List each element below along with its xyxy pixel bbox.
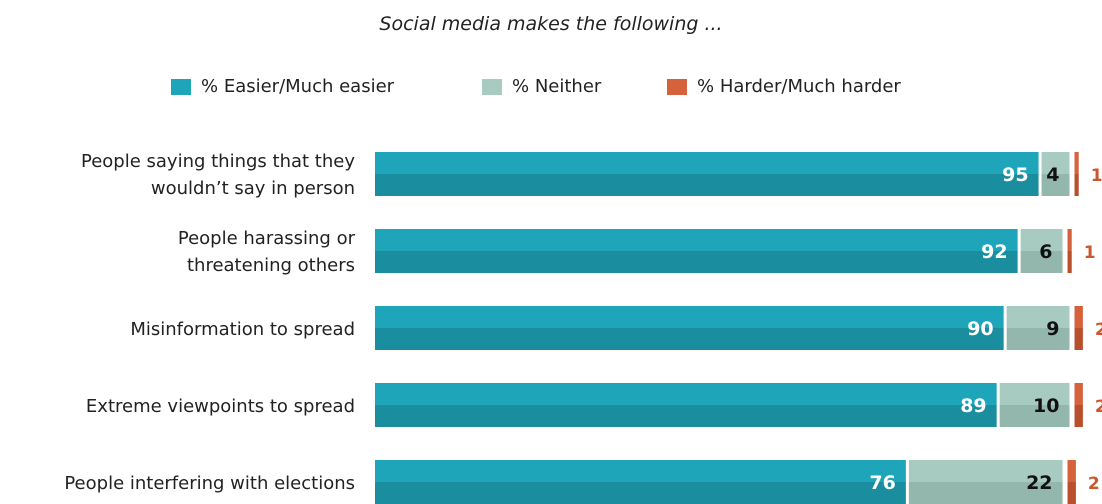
bar-easier-shade [375, 328, 1004, 350]
bar-easier [375, 383, 997, 405]
bar-neither-shade [908, 482, 1063, 504]
value-label-neither: 9 [1046, 318, 1059, 340]
value-label-harder: 2 [1095, 320, 1102, 340]
legend-label-easier: % Easier/Much easier [201, 76, 395, 97]
legend-label-neither: % Neither [512, 76, 602, 97]
bar-harder [1074, 383, 1083, 405]
legend-swatch-harder [667, 78, 687, 95]
bar-neither [908, 460, 1063, 482]
value-label-easier: 90 [967, 318, 993, 340]
value-label-easier: 76 [869, 472, 895, 494]
legend-item-easier: % Easier/Much easier [171, 76, 394, 97]
bar-neither [999, 383, 1070, 405]
value-label-easier: 89 [960, 395, 986, 417]
bar-harder [1067, 460, 1076, 482]
legend-label-harder: % Harder/Much harder [697, 76, 901, 97]
value-label-harder: 2 [1088, 474, 1100, 494]
bar-easier-shade [375, 405, 997, 427]
legend-swatch-neither [482, 78, 502, 95]
bar-neither-shade [999, 405, 1070, 427]
legend-item-harder: % Harder/Much harder [667, 76, 901, 97]
bar-easier [375, 306, 1004, 328]
category-label: People saying things that they wouldn’t s… [81, 151, 355, 199]
bar-harder-shade [1067, 251, 1072, 273]
value-label-neither: 4 [1046, 164, 1059, 186]
bar-harder [1074, 306, 1083, 328]
legend-swatch-easier [171, 78, 191, 95]
value-label-harder: 1 [1084, 243, 1096, 263]
value-label-harder: 2 [1095, 397, 1102, 417]
bar-easier [375, 152, 1039, 174]
value-label-neither: 6 [1039, 241, 1052, 263]
value-label-neither: 10 [1033, 395, 1059, 417]
bar-neither [1020, 229, 1063, 251]
category-label: People interfering with elections [64, 473, 355, 494]
bar-neither-shade [1020, 251, 1063, 273]
bar-harder-shade [1074, 328, 1083, 350]
value-label-neither: 22 [1026, 472, 1052, 494]
bar-neither-shade [1041, 174, 1070, 196]
bar-easier-shade [375, 174, 1039, 196]
category-label: People harassing or threatening others [178, 228, 356, 276]
bar-harder [1074, 152, 1079, 174]
value-label-easier: 95 [1002, 164, 1028, 186]
bar-harder-shade [1074, 405, 1083, 427]
category-label: Misinformation to spread [130, 319, 355, 340]
legend-item-neither: % Neither [482, 76, 601, 97]
bar-easier-shade [375, 251, 1018, 273]
bar-neither-shade [1006, 328, 1070, 350]
bar-easier [375, 460, 906, 482]
bar-harder [1067, 229, 1072, 251]
bar-easier-shade [375, 482, 906, 504]
category-label: Extreme viewpoints to spread [86, 396, 355, 417]
value-label-easier: 92 [981, 241, 1007, 263]
legend: % Easier/Much easier % Neither % Harder/… [0, 76, 1102, 100]
bar-neither [1041, 152, 1070, 174]
bar-easier [375, 229, 1018, 251]
bar-harder-shade [1067, 482, 1076, 504]
bar-harder-shade [1074, 174, 1079, 196]
chart-title: Social media makes the following ... [379, 13, 723, 35]
value-label-harder: 1 [1091, 166, 1102, 186]
bar-neither [1006, 306, 1070, 328]
